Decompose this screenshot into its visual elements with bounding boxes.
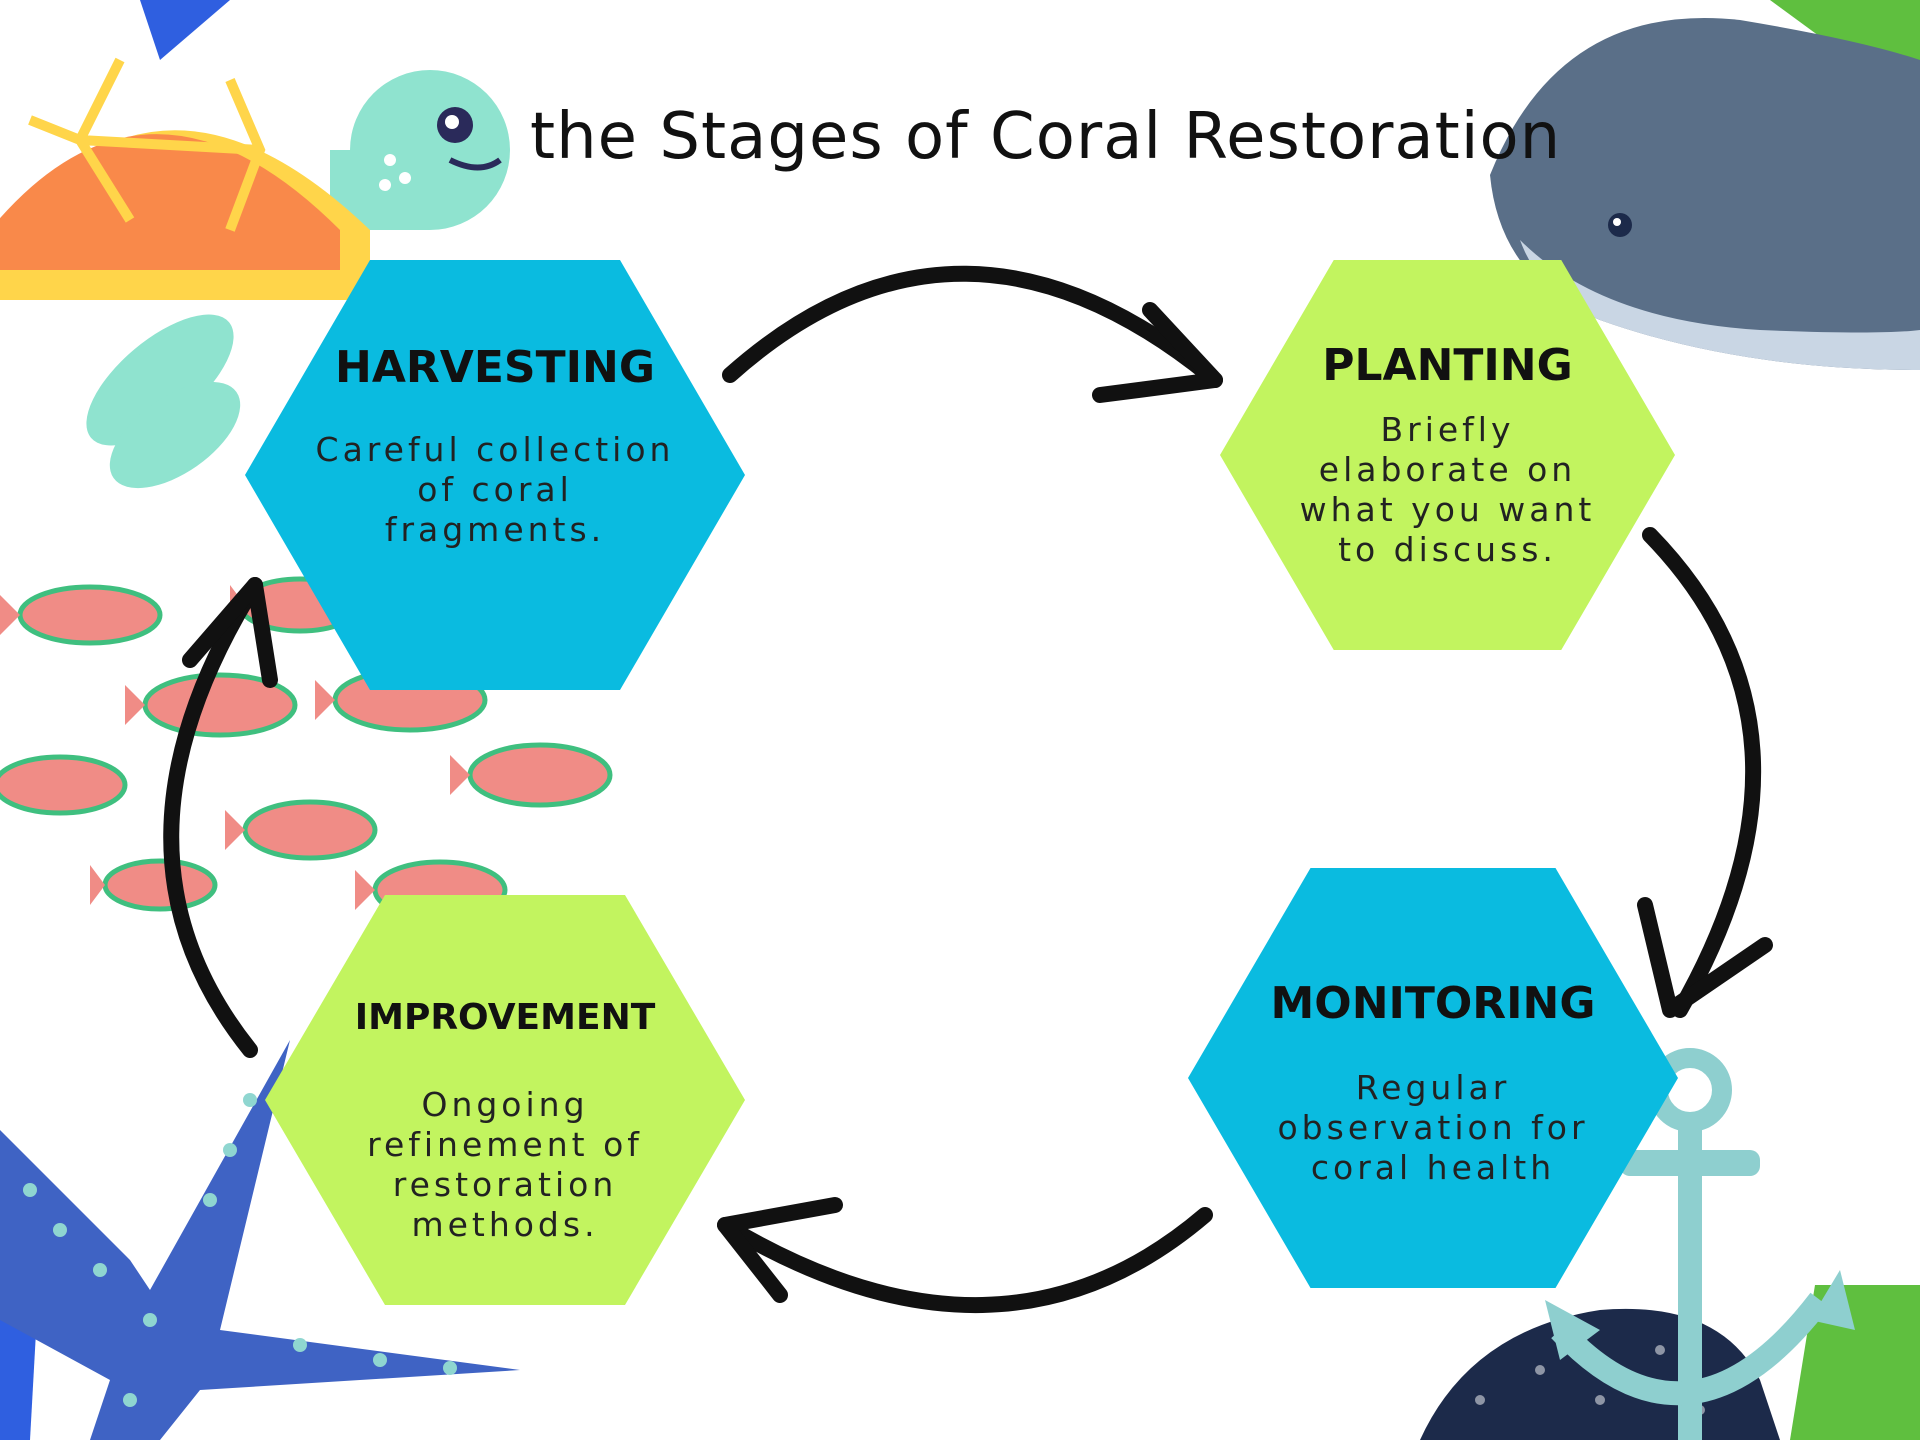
stage-title-monitoring: MONITORING xyxy=(1270,978,1596,1029)
arrow-head-monitoring xyxy=(1637,897,1773,1018)
starfish-illustration xyxy=(0,1040,520,1440)
corner-blue-top-left xyxy=(140,0,230,60)
stage-title-improvement: IMPROVEMENT xyxy=(354,997,656,1038)
arrow-head-harvesting xyxy=(182,577,278,688)
turtle-illustration xyxy=(0,57,510,489)
anchor-illustration xyxy=(1420,1048,1855,1440)
arrow-monitoring-to-improvement xyxy=(717,1207,1213,1313)
cycle-arrows xyxy=(163,265,1773,1313)
stage-title-harvesting: HARVESTING xyxy=(335,342,655,393)
arrow-planting-to-monitoring xyxy=(1642,527,1762,1018)
stage-description-harvesting: Careful collection of coral fragments. xyxy=(315,430,675,549)
corner-green-bottom-right xyxy=(1790,1285,1920,1440)
stage-description-improvement: Ongoing refinement of restoration method… xyxy=(367,1085,643,1244)
arrow-head-planting xyxy=(1092,302,1223,403)
stage-title-planting: PLANTING xyxy=(1322,340,1573,391)
arrow-improvement-to-harvesting xyxy=(163,577,263,1058)
page-title: the Stages of Coral Restoration xyxy=(530,100,1562,174)
arrow-harvesting-to-planting xyxy=(722,265,1223,388)
stage-hexagon-planting: PLANTING Briefly elaborate on what you w… xyxy=(1220,260,1675,650)
arrow-head-improvement xyxy=(717,1197,843,1303)
manta-ray-illustration xyxy=(1490,17,1920,370)
stage-description-monitoring: Regular observation for coral health xyxy=(1277,1068,1589,1187)
stage-description-planting: Briefly elaborate on what you want to di… xyxy=(1299,410,1596,569)
